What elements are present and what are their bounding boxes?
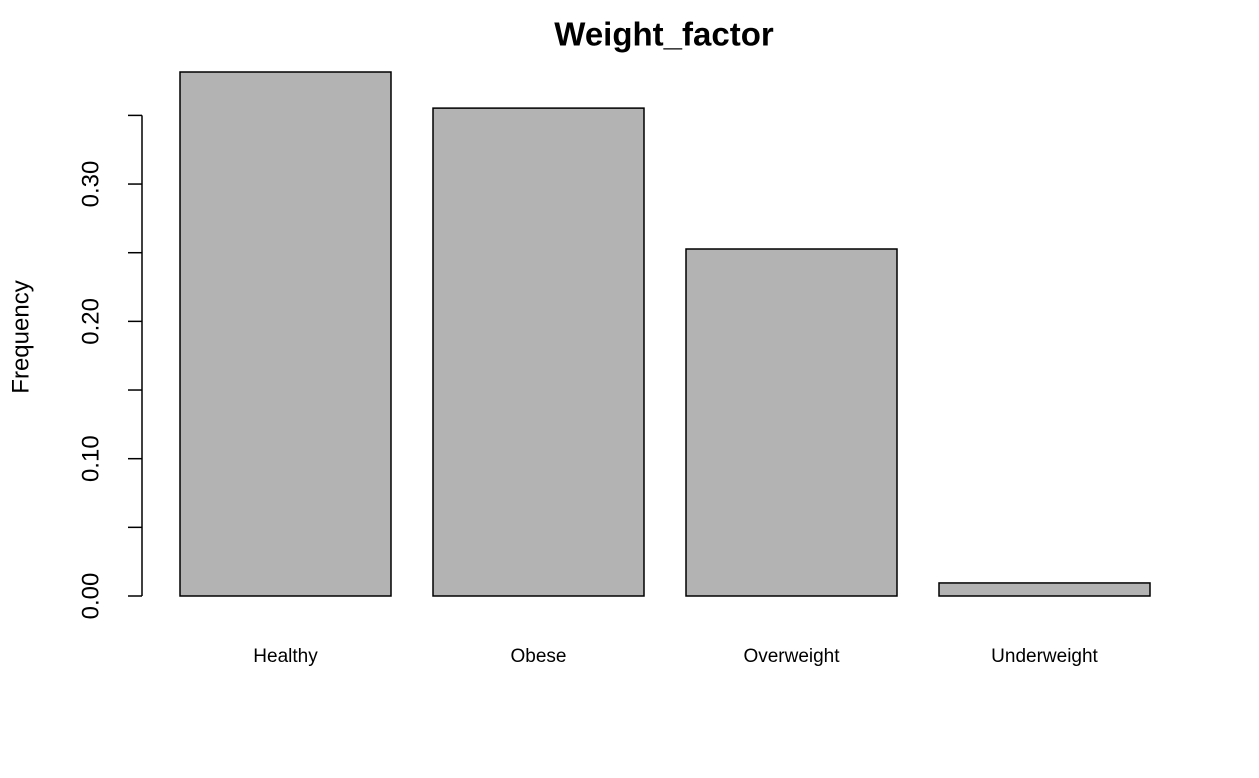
bar (938, 582, 1151, 597)
bar (432, 107, 645, 597)
y-tick-label: 0.00 (77, 573, 104, 620)
x-tick-label: Underweight (991, 646, 1098, 667)
bar (685, 248, 898, 597)
x-tick-label: Healthy (253, 646, 318, 667)
bar (179, 71, 392, 597)
y-tick-label: 0.20 (77, 298, 104, 345)
y-tick-label: 0.30 (77, 161, 104, 208)
y-axis-label: Frequency (7, 280, 34, 393)
chart-title: Weight_factor (554, 16, 774, 53)
x-tick-label: Overweight (743, 646, 840, 667)
y-tick-label: 0.10 (77, 435, 104, 482)
x-tick-label: Obese (511, 646, 567, 667)
